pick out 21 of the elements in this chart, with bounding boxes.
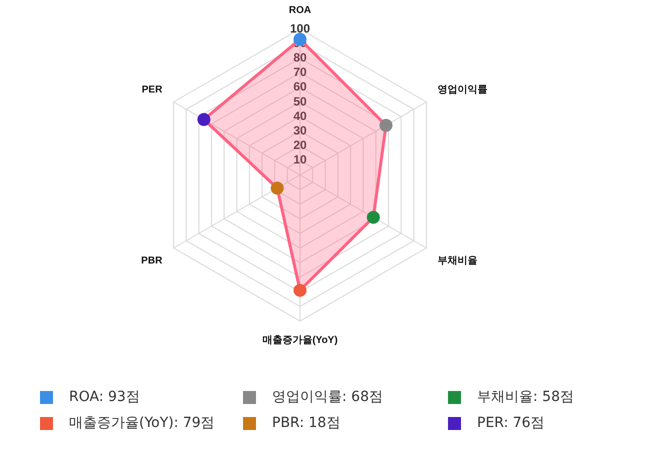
y-tick-label: 10: [293, 152, 307, 167]
y-tick-label: 50: [293, 94, 307, 108]
spoke-label: PBR: [141, 255, 164, 266]
text: 부채비율: 58점: [477, 388, 574, 406]
y-tick-label: 100: [290, 21, 310, 36]
text: PBR: 18점: [272, 414, 340, 432]
spoke-label: 매출증가율(YoY): [262, 334, 338, 346]
y-tick-label: 30: [293, 124, 307, 138]
y-tick-label: 70: [293, 65, 307, 80]
text: 매출증가율(YoY): 79점: [69, 414, 215, 432]
text: 영업이익률: 68점: [272, 388, 383, 406]
spoke-label: 영업이익률: [438, 84, 488, 96]
y-tick-label: 80: [293, 50, 307, 65]
spoke-label: 부채비율: [438, 255, 478, 266]
text: PER: 76점: [477, 414, 545, 432]
spoke-label: PER: [142, 84, 164, 96]
y-tick-label: 40: [293, 108, 307, 123]
text: ROA: 93점: [69, 388, 140, 406]
y-tick-label: 20: [293, 138, 307, 152]
y-tick-label: 60: [293, 80, 307, 94]
spoke-label: ROA: [288, 4, 312, 16]
